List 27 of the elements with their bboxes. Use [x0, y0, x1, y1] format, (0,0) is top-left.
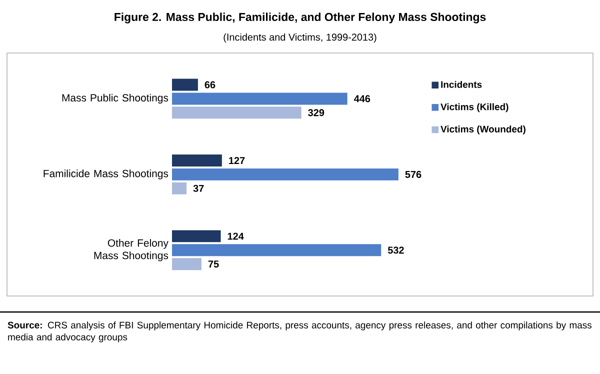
- chart-subtitle: (Incidents and Victims, 1999-2013): [224, 33, 376, 43]
- bar: [172, 230, 221, 242]
- bar: [172, 106, 302, 119]
- data-label: 37: [193, 184, 204, 192]
- text: Source: CRS analysis of FBI Supplementary Homicide Reports, press accounts, agency press releases, and other compilations by mass media and advocacy groups: [8, 322, 592, 342]
- legend-label: Victims (Killed): [440, 103, 508, 112]
- bar: [172, 244, 382, 256]
- legend-label: Incidents: [441, 80, 482, 88]
- bar: [172, 92, 348, 105]
- y-tick-label: Other Felony Mass Shootings: [94, 239, 168, 262]
- bar: [172, 154, 222, 166]
- chart-title: Figure 2. Mass Public, Familicide, and Other Felony Mass Shootings: [114, 12, 486, 24]
- y-tick-label: Mass Public Shootings: [62, 94, 168, 104]
- bar: [172, 168, 398, 180]
- legend-label: Victims (Wounded): [440, 126, 526, 134]
- bar: [172, 78, 198, 91]
- data-label: 532: [388, 246, 404, 254]
- data-label: 75: [208, 260, 219, 268]
- data-label: 127: [229, 157, 245, 164]
- bar: [172, 258, 202, 270]
- data-label: 576: [405, 170, 422, 178]
- data-label: 66: [204, 81, 216, 88]
- data-label: 124: [228, 232, 244, 240]
- y-tick-label: Familicide Mass Shootings: [44, 170, 168, 180]
- bar: [172, 182, 187, 194]
- data-label: 446: [354, 95, 370, 102]
- data-label: 329: [308, 109, 324, 116]
